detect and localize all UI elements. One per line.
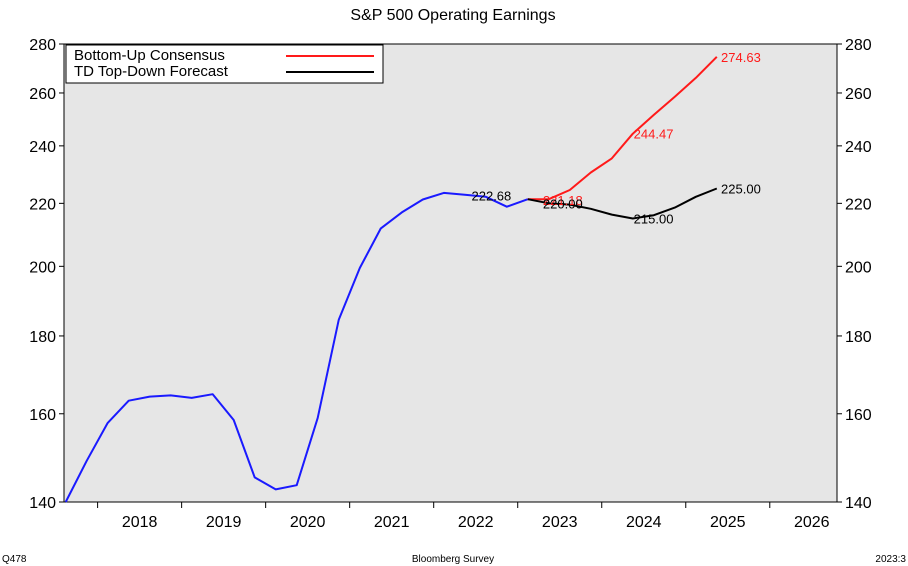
data-label: 274.63 [721, 50, 761, 65]
x-tick-label: 2021 [374, 514, 410, 531]
y-tick-label-right: 220 [845, 196, 872, 213]
y-tick-label-left: 180 [29, 329, 56, 346]
x-tick-label: 2019 [206, 514, 242, 531]
y-tick-label-left: 200 [29, 259, 56, 276]
y-tick-label-left: 140 [29, 495, 56, 512]
series-line-bottom-up-consensus [527, 56, 718, 201]
y-tick-label-left: 240 [29, 139, 56, 156]
series-line-history [64, 191, 529, 503]
legend-box [65, 44, 384, 84]
y-tick-label-right: 240 [845, 139, 872, 156]
x-axis: 2018 2019 2020 2021 2022 2023 2024 2025 2026 [97, 502, 830, 531]
footer-right: 2023:3 [875, 554, 906, 565]
x-tick-label: 2022 [458, 514, 494, 531]
y-tick-label-right: 200 [845, 259, 872, 276]
y-tick-label-right: 180 [845, 329, 872, 346]
x-tick-label: 2024 [626, 514, 662, 531]
y-tick-label-left: 260 [29, 86, 56, 103]
y-tick-label-right: 140 [845, 495, 872, 512]
y-tick-label-right: 260 [845, 86, 872, 103]
y-tick-label-right: 280 [845, 37, 872, 54]
data-label: 220.00 [543, 196, 583, 211]
footer-left: Q478 [2, 554, 27, 565]
x-tick-label: 2023 [542, 514, 578, 531]
series-lines [64, 56, 718, 503]
left-y-axis: 140 160 180 200 220 240 260 280 [29, 37, 64, 512]
y-tick-label-left: 280 [29, 37, 56, 54]
y-tick-label-left: 220 [29, 196, 56, 213]
legend-label: Bottom-Up Consensus [74, 47, 225, 64]
data-label: 221.18 [543, 193, 583, 208]
y-tick-label-right: 160 [845, 407, 872, 424]
data-label: 244.47 [634, 127, 674, 142]
data-label: 225.00 [721, 181, 761, 196]
chart-title: S&P 500 Operating Earnings [350, 7, 555, 24]
plot-area [63, 43, 838, 503]
x-tick-label: 2025 [710, 514, 746, 531]
x-tick-label: 2026 [794, 514, 830, 531]
x-tick-label: 2018 [122, 514, 158, 531]
series-line-td-top-down-forecast [527, 187, 718, 220]
data-label: 222.68 [472, 188, 512, 203]
right-y-axis: 140 160 180 200 220 240 260 280 [837, 37, 872, 512]
x-tick-label: 2020 [290, 514, 326, 531]
y-tick-label-left: 160 [29, 407, 56, 424]
legend-label: TD Top-Down Forecast [74, 63, 229, 80]
data-label: 215.00 [634, 212, 674, 227]
footer-source: Bloomberg Survey [412, 554, 494, 565]
